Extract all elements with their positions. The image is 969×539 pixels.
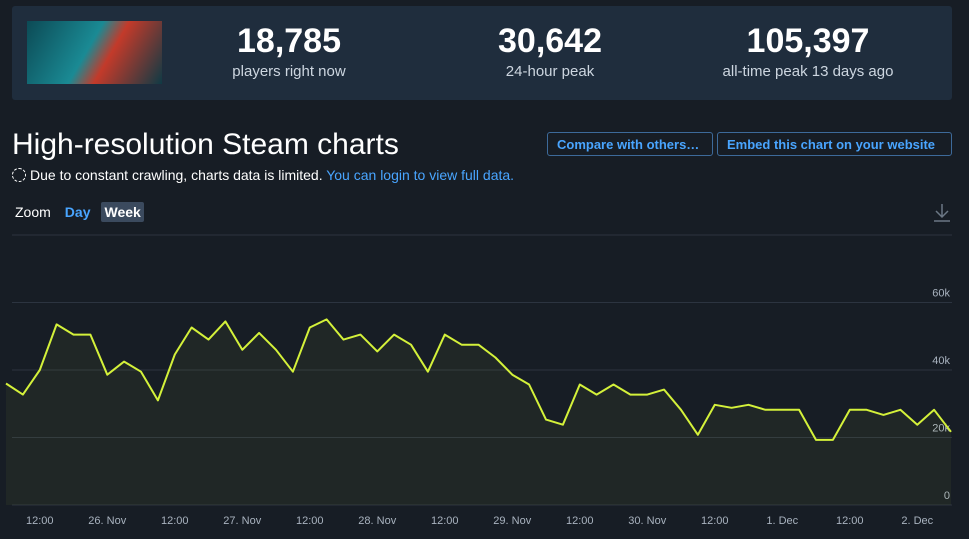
stat-label: all-time peak 13 days ago xyxy=(722,63,894,80)
x-tick-label: 1. Dec xyxy=(766,515,798,527)
x-tick-label: 12:00 xyxy=(836,515,864,527)
x-tick-label: 2. Dec xyxy=(901,515,933,527)
stat-value: 105,397 xyxy=(746,22,870,60)
notice-text: Due to constant crawling, charts data is… xyxy=(30,167,323,183)
y-tick-label: 60k xyxy=(932,288,950,300)
line xyxy=(5,318,952,441)
stat: 105,397 all-time peak 13 days ago xyxy=(688,22,928,80)
x-tick-label: 12:00 xyxy=(26,515,54,527)
zoom-option[interactable]: Day xyxy=(64,204,91,220)
x-tick-label: 28. Nov xyxy=(358,515,396,527)
x-tick-label: 26. Nov xyxy=(88,515,126,527)
zoom-label: Zoom xyxy=(15,204,51,220)
zoom-option[interactable]: Week xyxy=(101,202,144,222)
notice: Due to constant crawling, charts data is… xyxy=(12,167,514,183)
x-tick-label: 12:00 xyxy=(161,515,189,527)
stat-value: 18,785 xyxy=(237,22,341,60)
x-tick-label: 12:00 xyxy=(431,515,459,527)
y-tick-label: 40k xyxy=(932,355,950,367)
section-title: High-resolution Steam charts xyxy=(12,128,399,161)
y-tick-label: 0 xyxy=(944,490,950,502)
spinner-icon xyxy=(12,168,26,182)
stat: 30,642 24-hour peak xyxy=(430,22,670,80)
stats-panel: 18,785 players right now 30,642 24-hour pe… xyxy=(12,6,952,100)
stat-label: 24-hour peak xyxy=(505,63,595,80)
x-tick-label: 27. Nov xyxy=(223,515,261,527)
stat-value: 30,642 xyxy=(498,22,602,60)
compare-button[interactable]: Compare with others… xyxy=(547,132,713,156)
login-link[interactable]: You can login to view full data. xyxy=(326,167,515,183)
x-tick-label: 29. Nov xyxy=(493,515,531,527)
stat: 18,785 players right now xyxy=(169,22,409,80)
x-tick-label: 12:00 xyxy=(701,515,729,527)
x-tick-label: 12:00 xyxy=(566,515,594,527)
game-image[interactable] xyxy=(27,21,162,84)
x-tick-label: 12:00 xyxy=(296,515,324,527)
line-area xyxy=(6,319,951,505)
zoom-bar: Zoom Day Week xyxy=(12,202,152,222)
stat-label: players right now xyxy=(232,63,346,80)
embed-button[interactable]: Embed this chart on your website xyxy=(717,132,952,156)
x-tick-label: 30. Nov xyxy=(628,515,666,527)
download-icon[interactable] xyxy=(934,204,950,222)
